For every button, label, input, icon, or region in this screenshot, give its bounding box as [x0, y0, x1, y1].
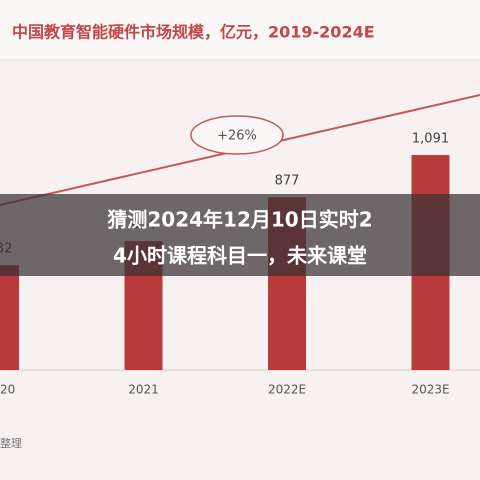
chart-title: 中国教育智能硬件市场规模，亿元，2019-2024E — [12, 23, 375, 42]
source-note: 整理 — [0, 436, 22, 450]
overlay-line: 猜测2024年12月10日实时2 — [106, 208, 372, 232]
annotation: +26% — [217, 129, 257, 144]
x-tick-label: 2023E — [411, 383, 449, 397]
x-tick-label: 2022E — [268, 383, 306, 397]
title-band — [0, 0, 480, 60]
x-tick-label: 2021 — [128, 383, 159, 397]
annotation-ellipse — [190, 115, 284, 155]
value-label: 1,091 — [412, 132, 449, 147]
overlay-line: 4小时课程科目一，未来课堂 — [113, 244, 367, 268]
overlay-band — [0, 194, 480, 276]
value-label: 877 — [275, 174, 300, 189]
bar — [0, 265, 19, 370]
